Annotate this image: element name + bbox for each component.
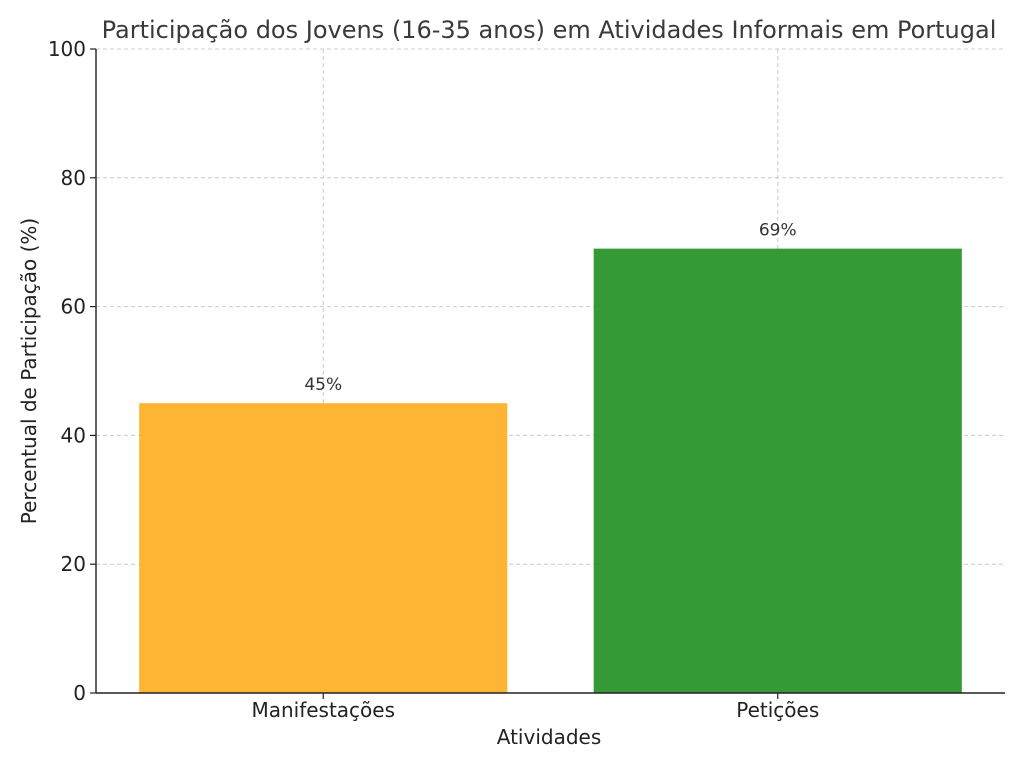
data-label: 69%	[759, 221, 797, 241]
x-tick-label: Manifestações	[251, 698, 395, 722]
x-tick-label: Petições	[736, 698, 819, 722]
chart-title: Participação dos Jovens (16-35 anos) em …	[102, 16, 997, 44]
axes	[90, 48, 1005, 699]
x-axis-label: Atividades	[497, 725, 602, 749]
y-tick-label: 60	[61, 295, 86, 319]
y-tick-label: 80	[61, 166, 86, 190]
y-tick-label: 40	[61, 423, 86, 447]
bar	[593, 248, 962, 693]
y-tick-label: 20	[61, 552, 86, 576]
y-axis-label: Percentual de Participação (%)	[17, 218, 41, 524]
bar	[139, 403, 508, 693]
data-label: 45%	[304, 375, 342, 395]
labels: 45% Manifestações 69% Petições 0 20 40 60 80 100	[48, 37, 819, 722]
y-tick-label: 0	[73, 681, 86, 705]
bars	[139, 248, 962, 693]
y-tick-label: 100	[48, 37, 86, 61]
